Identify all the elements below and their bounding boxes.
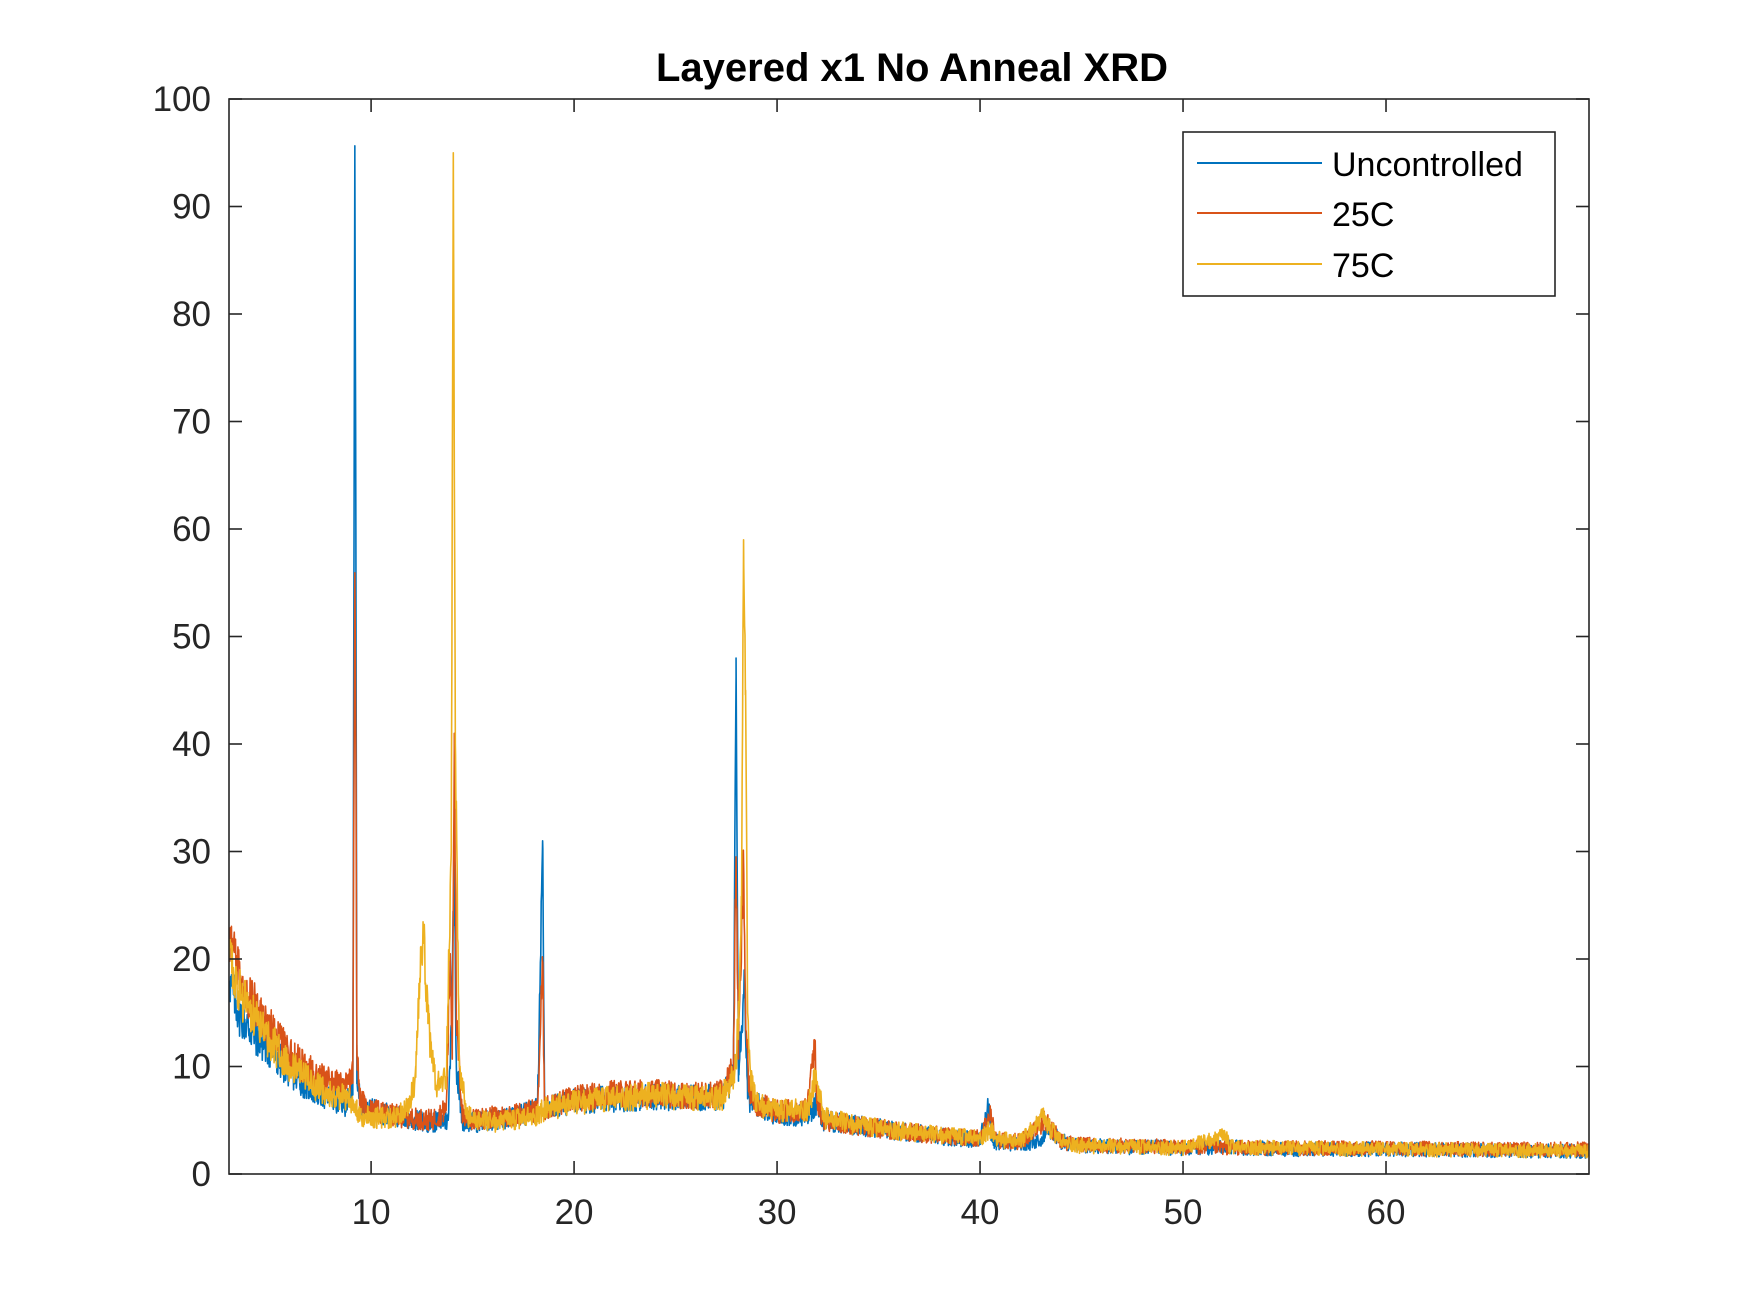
x-tick-label: 40	[961, 1193, 1000, 1232]
y-tick-label: 30	[172, 833, 211, 872]
y-tick-label: 20	[172, 940, 211, 979]
y-tick-label: 60	[172, 510, 211, 549]
y-tick-label: 10	[172, 1048, 211, 1087]
series-line-75c	[229, 151, 1589, 1159]
tick-layer: 10 20 30 40 50 60 0 10 20 30 40 50 60 70 80 90 100	[153, 80, 1589, 1232]
legend: Uncontrolled 25C 75C	[1182, 131, 1556, 297]
x-tick-label: 30	[758, 1193, 797, 1232]
y-tick-label: 50	[172, 618, 211, 657]
x-tick-label: 10	[352, 1193, 391, 1232]
y-tick-label: 80	[172, 295, 211, 334]
chart-title: Layered x1 No Anneal XRD	[656, 46, 1168, 90]
series-layer	[229, 145, 1589, 1160]
y-tick-label: 70	[172, 403, 211, 442]
x-tick-label: 50	[1164, 1193, 1203, 1232]
legend-label-25c: 25C	[1332, 196, 1394, 234]
legend-label-uncontrolled: Uncontrolled	[1332, 146, 1523, 184]
axes-box	[228, 98, 1590, 1175]
x-tick-label: 20	[555, 1193, 594, 1232]
x-tick-label: 60	[1367, 1193, 1406, 1232]
y-tick-label: 100	[153, 80, 211, 119]
legend-label-75c: 75C	[1332, 247, 1394, 285]
y-tick-label: 0	[192, 1155, 211, 1194]
y-tick-label: 40	[172, 725, 211, 764]
y-tick-label: 90	[172, 188, 211, 227]
